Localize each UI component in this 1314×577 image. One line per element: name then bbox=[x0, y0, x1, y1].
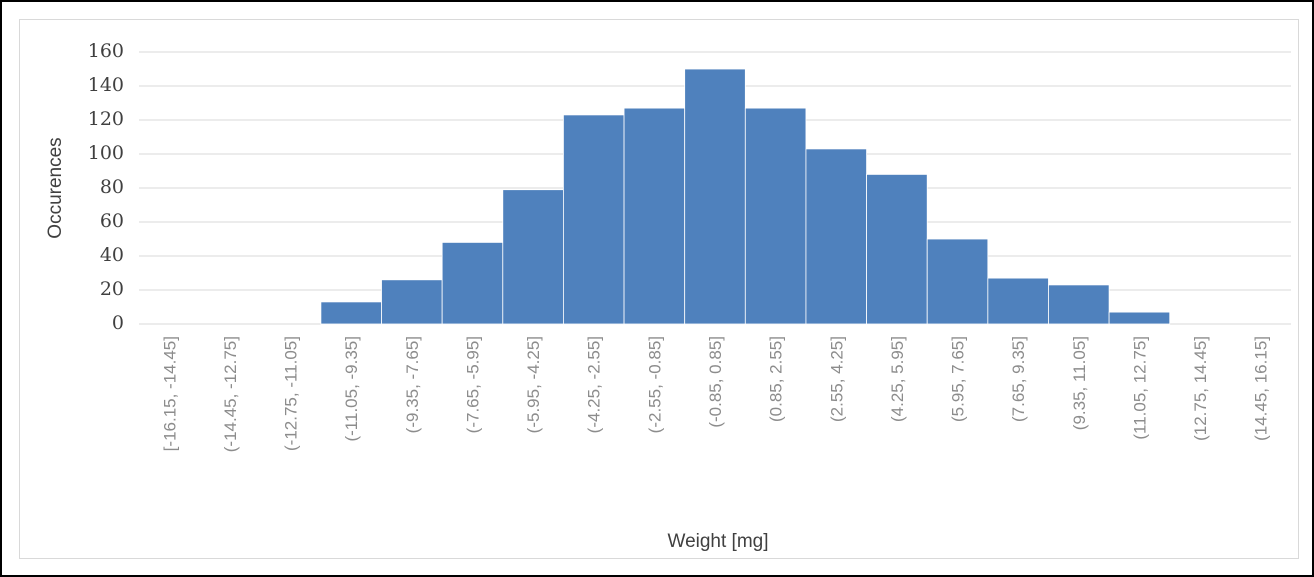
x-tick-label: (-0.85, 0.85] bbox=[706, 336, 725, 428]
y-tick-label: 0 bbox=[112, 312, 124, 334]
y-tick-label: 100 bbox=[88, 142, 124, 164]
bar bbox=[805, 148, 867, 325]
y-axis-title: Occurences bbox=[45, 137, 66, 238]
x-tick-label: (7.65, 9.35] bbox=[1009, 336, 1028, 422]
bar bbox=[866, 173, 928, 325]
x-tick-label: (9.35, 11.05] bbox=[1070, 336, 1089, 430]
y-axis-ticks: 0 20 40 60 80 100 120 140 160 bbox=[88, 40, 124, 334]
y-tick-label: 60 bbox=[100, 210, 124, 232]
bar bbox=[320, 301, 382, 325]
y-tick-label: 160 bbox=[88, 40, 124, 62]
x-tick-label: (11.05, 12.75] bbox=[1130, 336, 1149, 440]
x-tick-label: (2.55, 4.25] bbox=[827, 336, 846, 422]
x-axis-title: Weight [mg] bbox=[667, 531, 768, 552]
x-tick-label: (4.25, 5.95] bbox=[888, 336, 907, 422]
bar bbox=[623, 107, 686, 325]
x-tick-label: (14.45, 16.15] bbox=[1252, 336, 1271, 441]
x-tick-label: (5.95, 7.65] bbox=[949, 336, 968, 422]
bar bbox=[441, 241, 504, 325]
bar bbox=[926, 238, 989, 325]
bar bbox=[684, 68, 746, 325]
bar bbox=[1108, 311, 1171, 325]
x-tick-label: (-9.35, -7.65] bbox=[403, 336, 422, 433]
x-tick-label: (-4.25, -2.55] bbox=[585, 336, 604, 433]
x-tick-label: (-7.65, -5.95] bbox=[463, 336, 482, 433]
chart-area bbox=[19, 19, 1299, 559]
x-tick-label: (-14.45, -12.75] bbox=[221, 336, 240, 452]
x-tick-label: (0.85, 2.55] bbox=[767, 336, 786, 422]
x-tick-label: (12.75, 14.45] bbox=[1191, 336, 1210, 441]
bars bbox=[320, 68, 1171, 325]
x-tick-label: [-16.15, -14.45] bbox=[160, 336, 179, 451]
x-tick-label: (-5.95, -4.25] bbox=[524, 336, 543, 433]
x-axis-ticks: [-16.15, -14.45] (-14.45, -12.75] (-12.75,… bbox=[160, 336, 1270, 452]
bar bbox=[381, 279, 443, 325]
y-tick-label: 140 bbox=[88, 74, 124, 96]
x-tick-label: (-12.75, -11.05] bbox=[282, 336, 301, 451]
y-tick-label: 20 bbox=[100, 278, 124, 300]
bar bbox=[744, 107, 807, 325]
x-tick-label: (-11.05, -9.35] bbox=[342, 336, 361, 442]
bar bbox=[987, 277, 1049, 325]
y-tick-label: 80 bbox=[100, 176, 124, 198]
y-tick-label: 120 bbox=[88, 108, 124, 130]
bar bbox=[563, 114, 625, 325]
bar bbox=[502, 189, 564, 325]
bar bbox=[1048, 284, 1110, 325]
x-tick-label: (-2.55, -0.85] bbox=[645, 336, 664, 433]
y-tick-label: 40 bbox=[100, 244, 124, 266]
